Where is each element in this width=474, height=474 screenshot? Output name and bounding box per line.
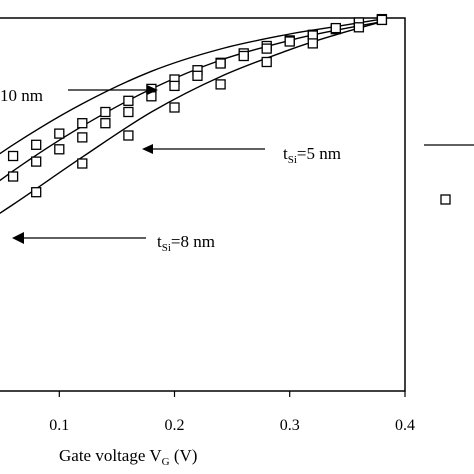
data-point-series-1 <box>123 106 134 118</box>
arrow-head-tsi-8 <box>12 232 24 244</box>
data-point-series-2 <box>123 130 134 141</box>
data-point-series-1 <box>100 118 111 129</box>
x-axis-title: Gate voltage VG (V) <box>59 446 197 468</box>
legend-partial <box>424 144 474 205</box>
model-curve-series-0 <box>0 18 383 155</box>
data-point-series-0 <box>31 139 42 150</box>
x-axis-ticks: 0.1 0.2 0.3 0.4 <box>49 391 415 434</box>
data-point-series-2 <box>31 187 42 198</box>
legend-marker-swatch <box>440 194 451 205</box>
data-point-series-1 <box>7 171 19 182</box>
data-point-series-1 <box>330 22 341 34</box>
arrow-head-tsi-10 <box>147 85 158 95</box>
data-point-series-1 <box>169 80 180 92</box>
data-point-series-1 <box>54 144 65 155</box>
data-point-series-0 <box>123 95 134 106</box>
data-point-series-0 <box>7 150 19 162</box>
model-curve-series-1 <box>0 21 383 182</box>
data-point-series-2 <box>215 79 226 90</box>
x-tick-label: 0.2 <box>165 417 185 434</box>
data-point-series-1 <box>77 132 88 143</box>
data-markers <box>7 13 388 198</box>
x-tick-label: 0.3 <box>280 417 300 434</box>
data-point-series-2 <box>77 158 88 169</box>
data-point-series-2 <box>376 14 388 26</box>
data-point-series-2 <box>307 38 318 49</box>
series-label-tsi-5: tSi=5 nm <box>283 144 341 166</box>
annotation-tsi-10: 10 nm <box>0 85 158 105</box>
annotation-tsi-8: tSi=8 nm <box>12 232 215 254</box>
arrow-head-tsi-5 <box>142 144 153 154</box>
data-point-series-2 <box>261 56 272 68</box>
data-point-series-1 <box>192 70 203 81</box>
data-point-series-0 <box>77 118 88 129</box>
data-point-series-1 <box>31 156 42 167</box>
data-point-series-1 <box>215 58 226 69</box>
x-tick-label: 0.4 <box>395 417 415 434</box>
data-point-series-1 <box>238 50 249 62</box>
data-point-series-1 <box>284 36 295 47</box>
x-tick-label: 0.1 <box>49 417 69 434</box>
data-point-series-2 <box>169 102 180 113</box>
data-point-series-2 <box>353 22 365 33</box>
data-point-series-0 <box>54 128 65 139</box>
plot-frame <box>0 17 406 392</box>
model-curve-series-2 <box>0 21 383 214</box>
data-point-series-1 <box>261 43 272 54</box>
plot-area <box>0 17 406 392</box>
series-label-tsi-8: tSi=8 nm <box>157 232 215 254</box>
annotation-tsi-5: tSi=5 nm <box>142 144 341 166</box>
series-label-tsi-10: 10 nm <box>0 86 43 105</box>
data-point-series-0 <box>100 106 111 118</box>
